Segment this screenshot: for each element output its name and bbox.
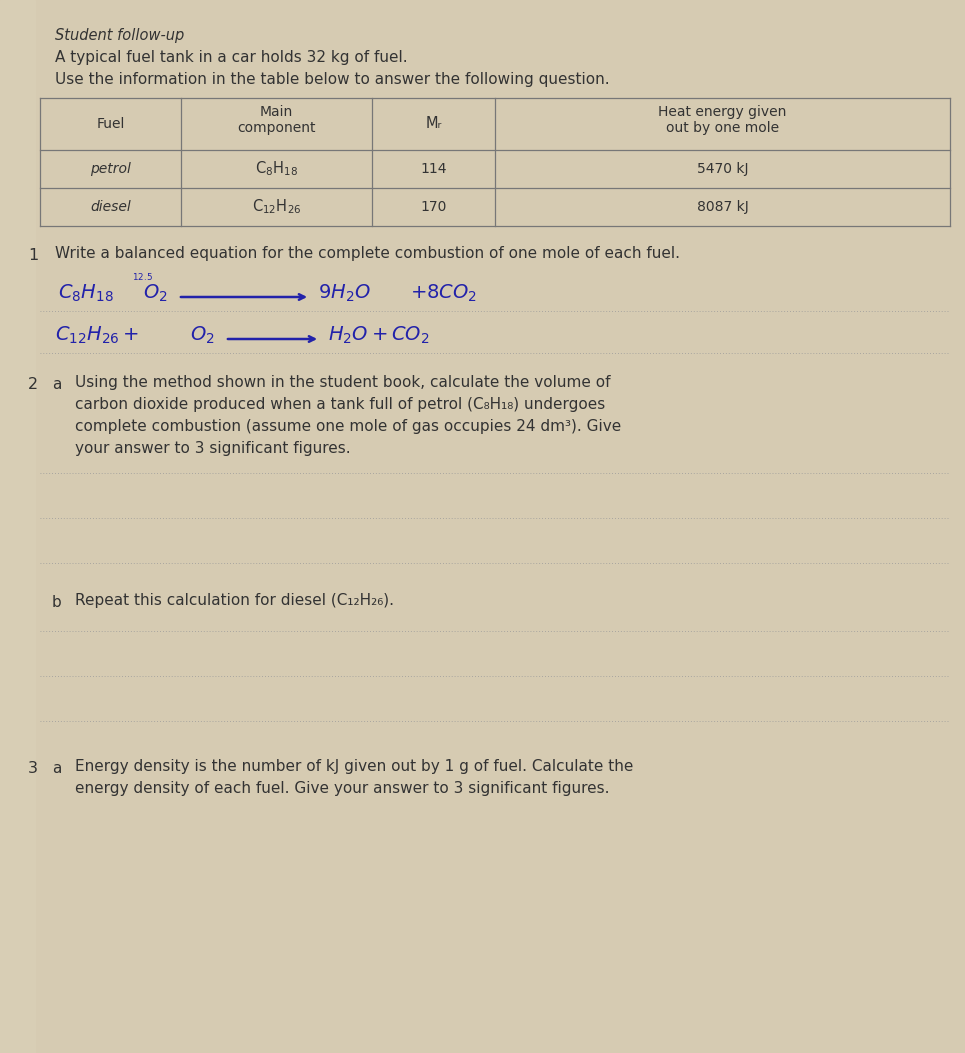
Text: 114: 114	[421, 162, 447, 176]
Text: 3: 3	[28, 761, 38, 776]
Text: Fuel: Fuel	[96, 117, 124, 131]
Text: Student follow-up: Student follow-up	[55, 28, 184, 43]
Text: Heat energy given
out by one mole: Heat energy given out by one mole	[658, 105, 786, 135]
Text: Using the method shown in the student book, calculate the volume of: Using the method shown in the student bo…	[75, 375, 611, 390]
Text: 8087 kJ: 8087 kJ	[697, 200, 749, 214]
Text: $C_{12}H_{26}+$: $C_{12}H_{26}+$	[55, 325, 139, 346]
Text: petrol: petrol	[90, 162, 131, 176]
Text: a: a	[52, 377, 62, 392]
Text: $+8CO_2$: $+8CO_2$	[410, 283, 477, 304]
Text: energy density of each fuel. Give your answer to 3 significant figures.: energy density of each fuel. Give your a…	[75, 781, 610, 796]
Text: complete combustion (assume one mole of gas occupies 24 dm³). Give: complete combustion (assume one mole of …	[75, 419, 621, 434]
Text: A typical fuel tank in a car holds 32 kg of fuel.: A typical fuel tank in a car holds 32 kg…	[55, 49, 407, 65]
Text: diesel: diesel	[90, 200, 131, 214]
Text: $H_2O + CO_2$: $H_2O + CO_2$	[328, 325, 429, 346]
Text: $O_2$: $O_2$	[190, 325, 214, 346]
Bar	[0, 0, 35, 1053]
Text: 5470 kJ: 5470 kJ	[697, 162, 748, 176]
Text: $9H_2O$: $9H_2O$	[318, 283, 371, 304]
Text: Mᵣ: Mᵣ	[426, 117, 442, 132]
Text: a: a	[52, 761, 62, 776]
Text: Energy density is the number of kJ given out by 1 g of fuel. Calculate the: Energy density is the number of kJ given…	[75, 759, 633, 774]
Text: 2: 2	[28, 377, 39, 392]
Text: your answer to 3 significant figures.: your answer to 3 significant figures.	[75, 441, 350, 456]
Text: Use the information in the table below to answer the following question.: Use the information in the table below t…	[55, 72, 610, 87]
Text: $^{12.5}$: $^{12.5}$	[132, 273, 152, 286]
Text: carbon dioxide produced when a tank full of petrol (C₈H₁₈) undergoes: carbon dioxide produced when a tank full…	[75, 397, 605, 412]
Text: Write a balanced equation for the complete combustion of one mole of each fuel.: Write a balanced equation for the comple…	[55, 246, 680, 261]
Text: Repeat this calculation for diesel (C₁₂H₂₆).: Repeat this calculation for diesel (C₁₂H…	[75, 593, 394, 608]
Text: Main
component: Main component	[237, 105, 316, 135]
Text: 170: 170	[421, 200, 447, 214]
Text: b: b	[52, 595, 62, 610]
Text: $C_8H_{18}$: $C_8H_{18}$	[58, 283, 114, 304]
Text: $\mathregular{C_{12}H_{26}}$: $\mathregular{C_{12}H_{26}}$	[252, 198, 301, 216]
Text: 1: 1	[28, 249, 39, 263]
Text: $O_2$: $O_2$	[143, 283, 168, 304]
Text: $\mathregular{C_8H_{18}}$: $\mathregular{C_8H_{18}}$	[255, 160, 298, 178]
